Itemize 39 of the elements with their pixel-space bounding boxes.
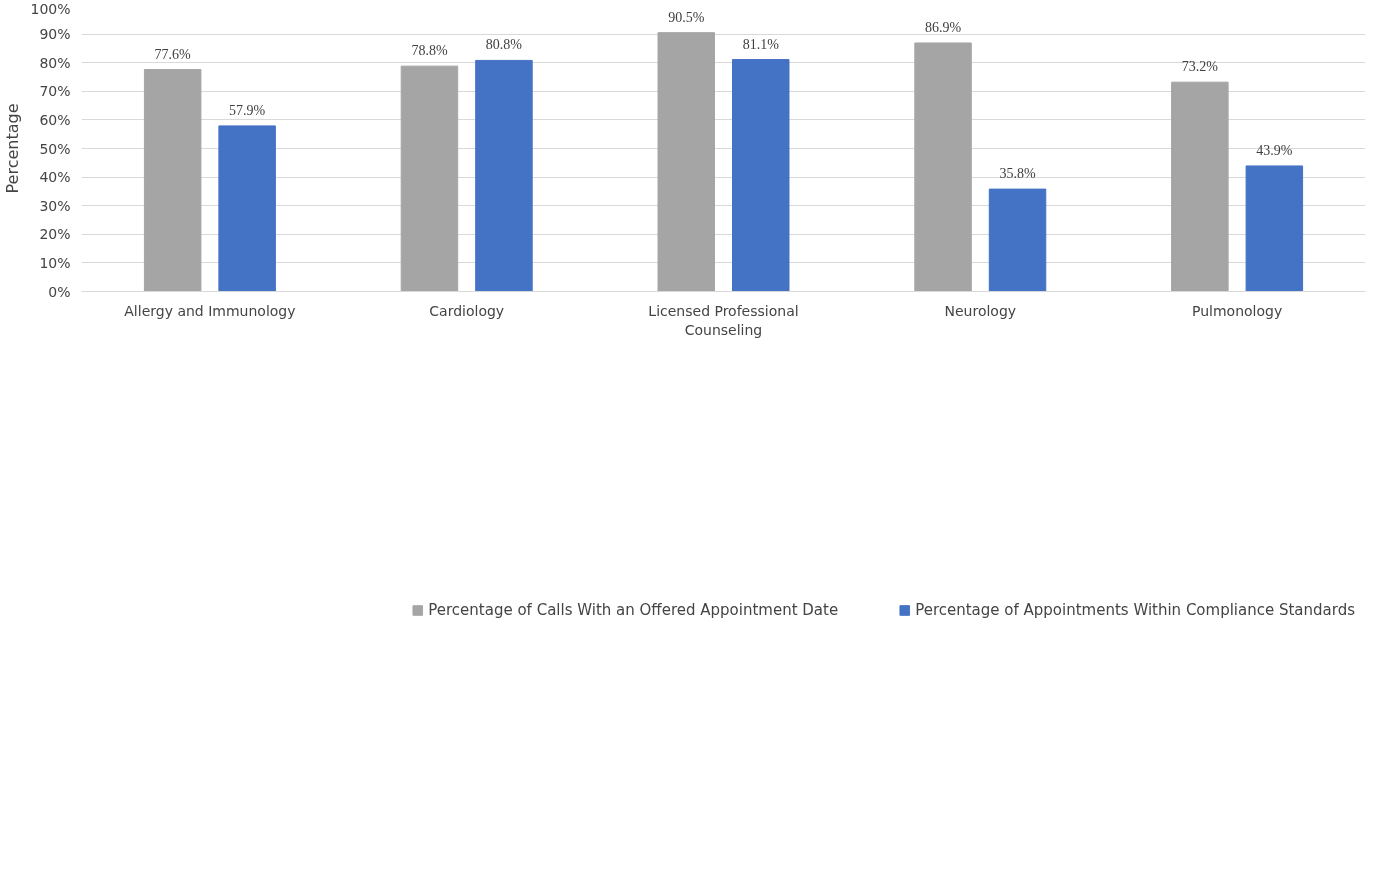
y-tick-label: 60% <box>39 111 71 128</box>
legend-label: Percentage of Calls With an Offered Appointment Date <box>428 601 839 619</box>
bar <box>400 65 459 292</box>
y-tick-label: 20% <box>39 226 71 243</box>
y-tick-label: 10% <box>39 254 71 271</box>
bar <box>1171 81 1229 292</box>
text: 90.5% <box>668 9 705 25</box>
x-tick-label: Allergy and Immunology <box>124 302 296 319</box>
y-tick-label: 90% <box>39 26 71 43</box>
text: 35.8% <box>999 166 1036 182</box>
x-tick-label: Pulmonology <box>1191 302 1283 319</box>
bar <box>914 42 972 292</box>
text: 73.2% <box>1181 59 1218 75</box>
text: 81.1% <box>742 36 779 52</box>
y-tick-label: 40% <box>39 169 71 186</box>
text: 43.9% <box>1256 142 1293 158</box>
y-tick-label: 0% <box>48 283 71 300</box>
x-tick-label: Neurology <box>944 302 1017 319</box>
bar <box>1245 165 1304 292</box>
y-tick-label: 50% <box>39 140 71 157</box>
legend-label: Percentage of Appointments Within Compliance Standards <box>915 601 1355 619</box>
y-tick-label: 30% <box>39 197 71 214</box>
text: 77.6% <box>154 46 191 62</box>
bar <box>988 188 1047 292</box>
bar <box>143 69 202 292</box>
y-tick-label: 100% <box>30 0 71 17</box>
x-tick-label: Cardiology <box>429 302 505 319</box>
bar <box>218 125 276 292</box>
y-tick-label: 70% <box>39 83 71 100</box>
bar <box>657 32 716 292</box>
text: 78.8% <box>411 43 448 59</box>
x-tick-label: Licensed Professional Counseling <box>648 302 799 338</box>
bar <box>731 59 790 292</box>
bar <box>475 59 533 292</box>
y-tick-label: 80% <box>39 54 71 71</box>
text: 86.9% <box>924 19 962 35</box>
text: 80.8% <box>485 37 523 53</box>
text: 57.9% <box>229 102 266 118</box>
y-axis-title: Percentage <box>3 103 23 194</box>
